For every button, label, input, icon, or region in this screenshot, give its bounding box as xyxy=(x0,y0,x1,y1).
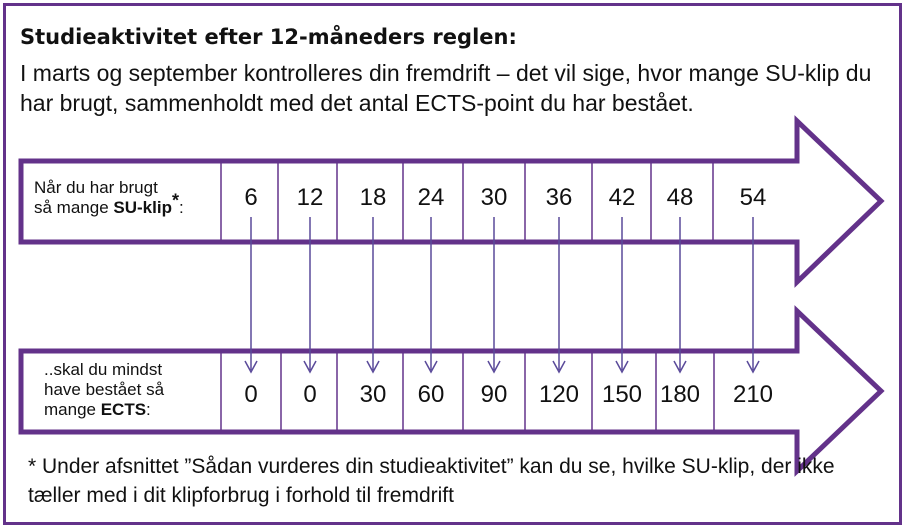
su-klip-value-2: 12 xyxy=(296,184,324,211)
ects-value-9: 210 xyxy=(732,381,774,408)
footnote: * Under afsnittet ”Sådan vurderes din st… xyxy=(28,455,835,507)
connector-arrowhead-6 xyxy=(552,360,566,374)
su-klip-value-4: 24 xyxy=(417,184,445,211)
ects-value-8: 180 xyxy=(659,381,701,408)
ects-value-6: 120 xyxy=(538,381,580,408)
su-klip-label: SU-klip xyxy=(113,198,172,217)
su-klip-value-6: 36 xyxy=(545,184,573,211)
bottom-row-label-line3: mange ECTS: xyxy=(44,400,151,419)
connector-arrowhead-9 xyxy=(746,360,760,374)
ects-value-3: 30 xyxy=(359,381,387,408)
bottom-arrow-shape xyxy=(18,305,885,477)
ects-label: ECTS xyxy=(100,400,147,419)
su-klip-value-3: 18 xyxy=(359,184,387,211)
top-row-label-line2: så mange SU-klip*: xyxy=(34,190,184,217)
top-row-label: Når du har brugt så mange SU-klip*: xyxy=(34,178,184,218)
su-klip-value-8: 48 xyxy=(666,184,694,211)
top-row-dividers xyxy=(220,163,714,240)
top-arrow-shape xyxy=(18,115,885,288)
top-row-label-line1: Når du har brugt xyxy=(34,178,158,197)
connector-arrowhead-8 xyxy=(673,360,687,374)
ects-value-1: 0 xyxy=(244,381,258,408)
su-klip-value-5: 30 xyxy=(480,184,508,211)
asterisk-mark: * xyxy=(171,190,179,211)
content-frame xyxy=(3,3,902,525)
connector-arrowhead-2 xyxy=(303,360,317,374)
su-klip-value-1: 6 xyxy=(244,184,258,211)
connector-arrowhead-1 xyxy=(244,360,258,374)
bottom-row-label-line2: have bestået så xyxy=(44,380,165,399)
bottom-row-label-line1: ..skal du mindst xyxy=(44,360,163,379)
connector-arrowhead-4 xyxy=(424,360,438,374)
connector-arrowhead-5 xyxy=(487,360,501,374)
page-title: Studieaktivitet efter 12-måneders reglen… xyxy=(20,25,517,49)
ects-value-5: 90 xyxy=(480,381,508,408)
connector-arrows xyxy=(244,217,760,374)
su-klip-value-9: 54 xyxy=(739,184,767,211)
connector-arrowhead-3 xyxy=(366,360,380,374)
connector-arrowhead-7 xyxy=(615,360,629,374)
su-klip-value-7: 42 xyxy=(608,184,636,211)
ects-value-7: 150 xyxy=(601,381,643,408)
ects-value-4: 60 xyxy=(417,381,445,408)
ects-value-2: 0 xyxy=(303,381,317,408)
bottom-row-dividers xyxy=(220,353,715,430)
intro-text: I marts og september kontrolleres din fr… xyxy=(20,60,872,116)
bottom-row-label: ..skal du mindst have bestået så mange E… xyxy=(44,360,164,420)
